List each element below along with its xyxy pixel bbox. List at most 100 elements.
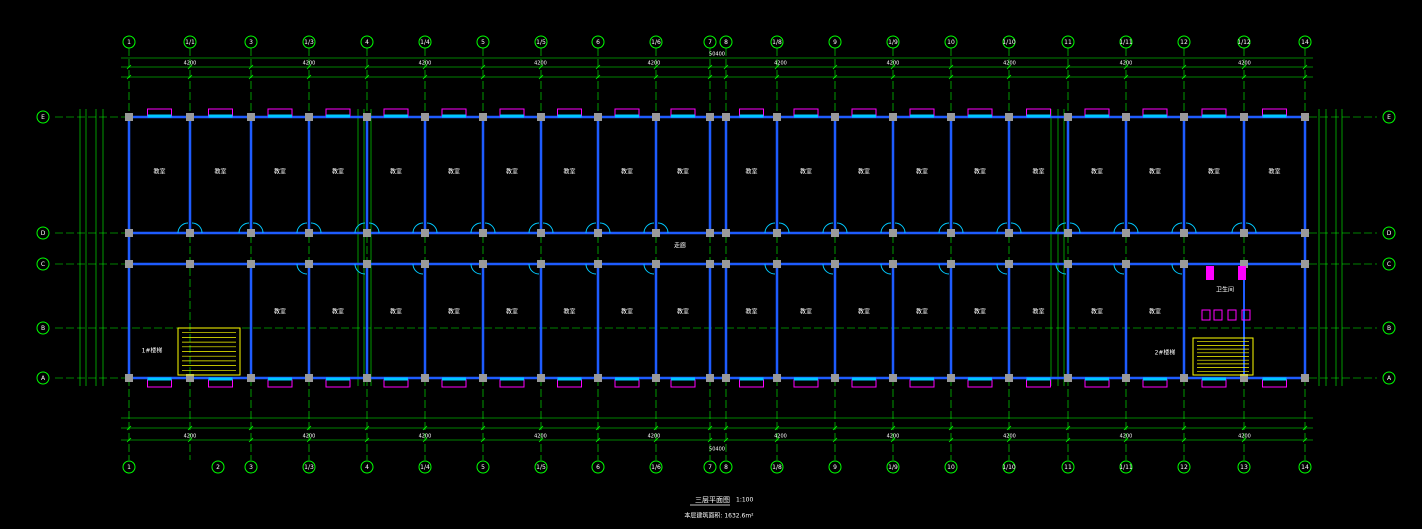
door bbox=[822, 263, 834, 275]
axis-bubble bbox=[36, 110, 50, 124]
axis-label: 1/10 bbox=[1002, 464, 1016, 471]
dimension-tick bbox=[480, 437, 486, 443]
column bbox=[479, 229, 487, 237]
axis-label: 3 bbox=[249, 464, 253, 471]
dimension-tick bbox=[1181, 64, 1187, 70]
dimension-text: 4200 bbox=[774, 61, 787, 67]
column bbox=[1180, 260, 1188, 268]
axis-bubble bbox=[418, 460, 432, 474]
dimension-tick bbox=[1241, 64, 1247, 70]
axis-bubble bbox=[1177, 460, 1191, 474]
dimension-tick bbox=[248, 425, 254, 431]
column bbox=[186, 113, 194, 121]
room-label: 教室 bbox=[274, 168, 286, 176]
room-label: 教室 bbox=[1032, 168, 1044, 176]
column bbox=[186, 229, 194, 237]
column bbox=[421, 260, 429, 268]
column bbox=[1122, 229, 1130, 237]
room-label: 教室 bbox=[1208, 168, 1220, 176]
door bbox=[354, 222, 366, 234]
dimension-tick bbox=[422, 64, 428, 70]
column bbox=[537, 229, 545, 237]
room-label: 教室 bbox=[274, 308, 286, 316]
column bbox=[125, 229, 133, 237]
axis-label: A bbox=[41, 375, 46, 382]
room-label: 教室 bbox=[1032, 308, 1044, 316]
axis-bubble bbox=[122, 460, 136, 474]
room-label: 教室 bbox=[916, 168, 928, 176]
dimension-tick bbox=[1006, 74, 1012, 80]
dimension-text: 4200 bbox=[1120, 61, 1133, 67]
axis-bubble bbox=[1237, 460, 1251, 474]
column bbox=[1005, 229, 1013, 237]
door bbox=[296, 222, 308, 234]
column bbox=[537, 374, 545, 382]
dimension-tick bbox=[1241, 74, 1247, 80]
axis-bubble bbox=[1382, 371, 1396, 385]
door bbox=[585, 222, 597, 234]
axis-label: 1/4 bbox=[420, 39, 430, 46]
room-label: 教室 bbox=[621, 168, 633, 176]
column bbox=[652, 260, 660, 268]
axis-label: 1/6 bbox=[651, 464, 661, 471]
column bbox=[421, 229, 429, 237]
axis-bubble bbox=[944, 460, 958, 474]
dimension-tick bbox=[707, 425, 713, 431]
dimension-tick bbox=[480, 425, 486, 431]
column bbox=[722, 229, 730, 237]
room-label: 教室 bbox=[1149, 168, 1161, 176]
column bbox=[247, 229, 255, 237]
dimension-tick bbox=[595, 425, 601, 431]
dimension-tick bbox=[1181, 437, 1187, 443]
axis-bubble bbox=[1061, 460, 1075, 474]
column bbox=[652, 229, 660, 237]
room-label: 教室 bbox=[563, 308, 575, 316]
column bbox=[479, 113, 487, 121]
column bbox=[247, 260, 255, 268]
column bbox=[706, 113, 714, 121]
door bbox=[585, 263, 597, 275]
column bbox=[1180, 374, 1188, 382]
column bbox=[889, 113, 897, 121]
dimension-text: 4200 bbox=[1238, 434, 1251, 440]
axis-bubble bbox=[476, 460, 490, 474]
column bbox=[1005, 374, 1013, 382]
column bbox=[247, 113, 255, 121]
dimension-tick bbox=[1302, 64, 1308, 70]
axis-label: 10 bbox=[947, 39, 955, 46]
door bbox=[528, 263, 540, 275]
axis-bubble bbox=[944, 35, 958, 49]
axis-label: 8 bbox=[724, 39, 728, 46]
room-label: 教室 bbox=[448, 168, 460, 176]
door bbox=[643, 263, 655, 275]
dimension-tick bbox=[306, 74, 312, 80]
room-label: 教室 bbox=[1091, 168, 1103, 176]
axis-bubble bbox=[886, 460, 900, 474]
door bbox=[1171, 222, 1183, 234]
axis-label: 12 bbox=[1180, 464, 1188, 471]
column bbox=[652, 113, 660, 121]
dimension-tick bbox=[187, 74, 193, 80]
dimension-tick bbox=[707, 437, 713, 443]
column bbox=[722, 374, 730, 382]
door bbox=[470, 263, 482, 275]
axis-bubble bbox=[1002, 460, 1016, 474]
dimension-tick bbox=[1181, 74, 1187, 80]
dimension-tick bbox=[1241, 425, 1247, 431]
column bbox=[947, 260, 955, 268]
dimension-text: 4200 bbox=[1003, 434, 1016, 440]
axis-label: E bbox=[41, 114, 45, 121]
door bbox=[778, 222, 790, 234]
column bbox=[722, 113, 730, 121]
dimension-text: 4200 bbox=[887, 61, 900, 67]
dimension-tick bbox=[707, 74, 713, 80]
column bbox=[1064, 374, 1072, 382]
door bbox=[1185, 222, 1197, 234]
dimension-tick bbox=[126, 74, 132, 80]
room-label: 教室 bbox=[974, 168, 986, 176]
column bbox=[1240, 374, 1248, 382]
door bbox=[764, 222, 776, 234]
axis-bubble bbox=[1298, 35, 1312, 49]
axis-label: 5 bbox=[481, 464, 485, 471]
dimension-text: 4200 bbox=[1238, 61, 1251, 67]
